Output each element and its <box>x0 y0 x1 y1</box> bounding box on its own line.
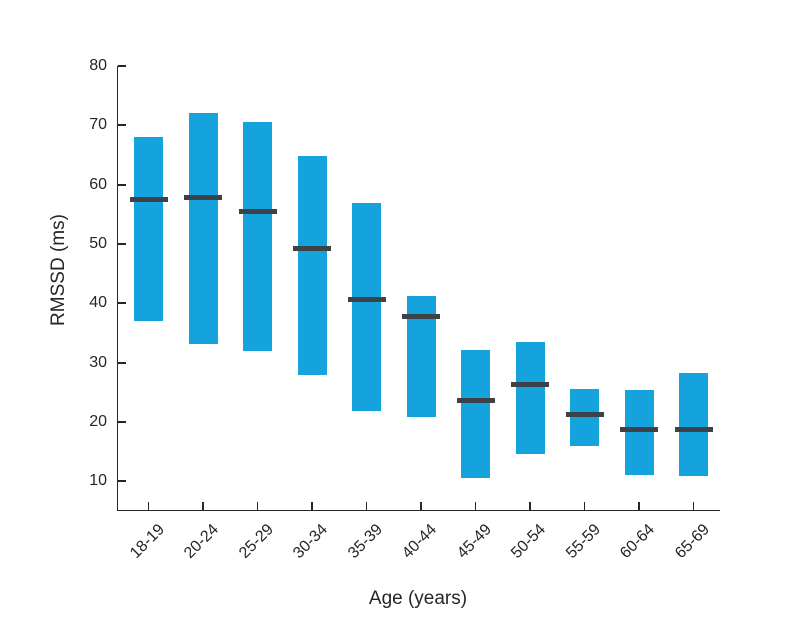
x-axis-tick <box>529 502 531 510</box>
range-bar-55-59 <box>570 388 599 446</box>
median-marker-40-44 <box>402 314 440 320</box>
y-axis-tick <box>118 124 126 127</box>
range-bar-25-29 <box>243 122 272 351</box>
x-axis-tick <box>583 502 586 510</box>
range-bar-30-34 <box>297 156 327 376</box>
y-tick-label: 50 <box>89 235 107 252</box>
y-tick-label: 40 <box>89 294 107 312</box>
y-axis-title: RMSSD (ms) <box>48 214 69 326</box>
median-marker-35-39 <box>347 296 386 302</box>
x-axis-tick <box>365 502 368 510</box>
y-tick-label: 20 <box>89 413 107 430</box>
x-tick-label-65-69: 65-69 <box>671 521 713 562</box>
range-bar-18-19 <box>134 137 163 322</box>
x-axis-tick <box>474 502 477 510</box>
y-tick-label: 60 <box>89 175 107 193</box>
x-tick-label-18-19: 18-19 <box>126 521 168 562</box>
range-bar-20-24 <box>188 113 218 344</box>
x-axis-tick <box>256 502 259 510</box>
range-bar-45-49 <box>461 350 490 478</box>
y-tick-label: 70 <box>89 116 107 134</box>
y-axis-tick <box>118 480 126 483</box>
y-tick-label: 10 <box>89 472 107 490</box>
median-marker-50-54 <box>511 381 549 387</box>
y-tick-label: 30 <box>89 353 107 371</box>
x-axis-tick <box>147 502 150 510</box>
y-axis-tick <box>118 183 126 186</box>
x-axis-title: Age (years) <box>368 588 468 609</box>
median-marker-65-69 <box>674 427 713 433</box>
median-marker-25-29 <box>238 208 277 214</box>
x-axis-tick <box>202 502 204 510</box>
median-marker-18-19 <box>129 197 168 202</box>
x-tick-label-20-24: 20-24 <box>181 521 223 562</box>
x-axis-tick <box>311 502 313 510</box>
y-axis-tick <box>118 361 126 364</box>
y-axis-tick <box>118 243 126 245</box>
median-marker-60-64 <box>620 427 658 433</box>
median-marker-55-59 <box>565 411 604 417</box>
x-axis-tick <box>638 502 640 510</box>
range-bar-65-69 <box>679 372 708 476</box>
y-tick-label: 80 <box>89 57 107 74</box>
median-marker-30-34 <box>293 246 331 252</box>
x-tick-label-30-34: 30-34 <box>290 521 332 562</box>
range-bar-60-64 <box>624 389 654 475</box>
x-tick-label-40-44: 40-44 <box>399 521 441 562</box>
x-tick-label-55-59: 55-59 <box>562 521 604 562</box>
x-tick-label-45-49: 45-49 <box>453 521 495 562</box>
x-axis-tick <box>692 502 695 510</box>
y-axis-tick <box>118 65 126 67</box>
x-tick-label-60-64: 60-64 <box>617 521 659 562</box>
range-bar-35-39 <box>352 203 381 411</box>
x-tick-label-25-29: 25-29 <box>235 521 277 562</box>
y-axis-tick <box>118 421 126 423</box>
x-axis-tick <box>420 502 422 510</box>
range-bar-50-54 <box>515 341 545 455</box>
y-axis-tick <box>118 302 126 305</box>
plot-area <box>117 65 720 511</box>
median-marker-45-49 <box>456 397 495 403</box>
x-tick-label-35-39: 35-39 <box>344 521 386 562</box>
x-tick-label-50-54: 50-54 <box>508 521 550 562</box>
median-marker-20-24 <box>184 195 222 201</box>
